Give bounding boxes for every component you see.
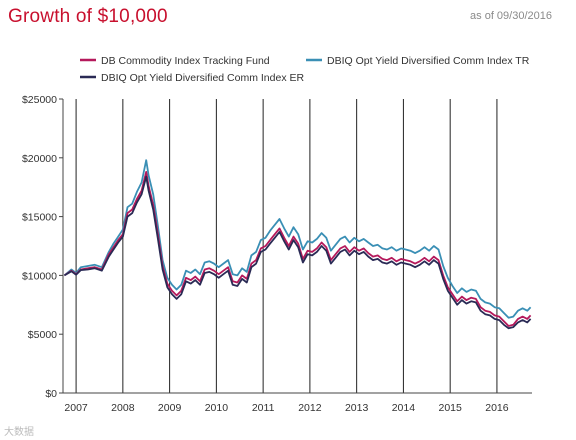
x-tick-label: 2010 [205,402,229,414]
x-tick-label: 2013 [345,402,369,414]
x-tick-label: 2014 [392,402,416,414]
y-tick-label: $0 [45,388,57,400]
y-axis-ticks: $0 $5000 $10000 $15000 $20000 $25000 [22,94,63,400]
x-tick-label: 2009 [158,402,182,414]
axes [62,99,532,394]
x-tick-label: 2016 [485,402,509,414]
series-line-er [63,175,532,330]
legend-label-tr: DBIQ Opt Yield Diversified Comm Index TR [327,55,530,67]
x-tick-label: 2015 [438,402,462,414]
x-tick-label: 2011 [252,402,275,414]
legend: DB Commodity Index Tracking Fund DBIQ Op… [80,55,530,84]
y-tick-label: $5000 [28,329,57,341]
series-line-tr [63,159,532,319]
year-lines [75,99,498,393]
series-lines [63,159,532,330]
x-axis-ticks: 2007 2008 2009 2010 2011 2012 2013 2014 2015 2016 [64,402,508,414]
x-tick-label: 2007 [64,402,88,414]
series-line-dbc [63,170,532,327]
as-of-date: as of 09/30/2016 [470,10,552,22]
y-tick-label: $10000 [22,270,57,282]
legend-label-dbc: DB Commodity Index Tracking Fund [101,55,270,67]
chart-title: Growth of $10,000 [8,6,168,27]
watermark: 大数据 [4,427,34,438]
x-tick-label: 2008 [111,402,135,414]
x-tick-label: 2012 [298,402,322,414]
y-tick-label: $25000 [22,94,57,106]
y-tick-label: $20000 [22,153,57,165]
y-tick-label: $15000 [22,212,57,224]
legend-label-er: DBIQ Opt Yield Diversified Comm Index ER [101,72,304,84]
